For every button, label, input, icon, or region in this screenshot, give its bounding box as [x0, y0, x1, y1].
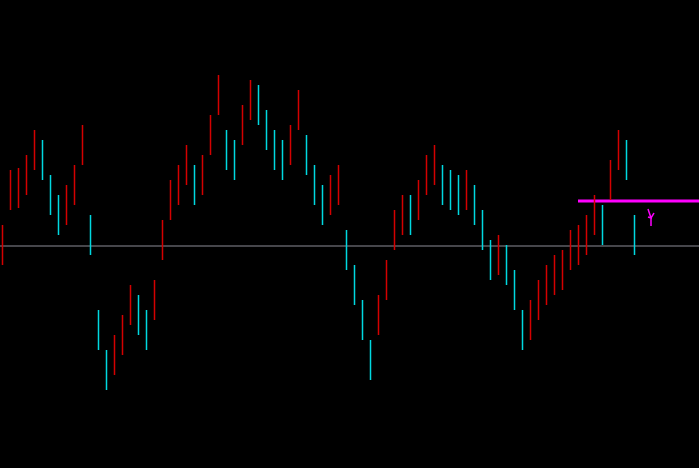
bar-layer [0, 75, 699, 390]
signal-arrow [647, 208, 655, 226]
